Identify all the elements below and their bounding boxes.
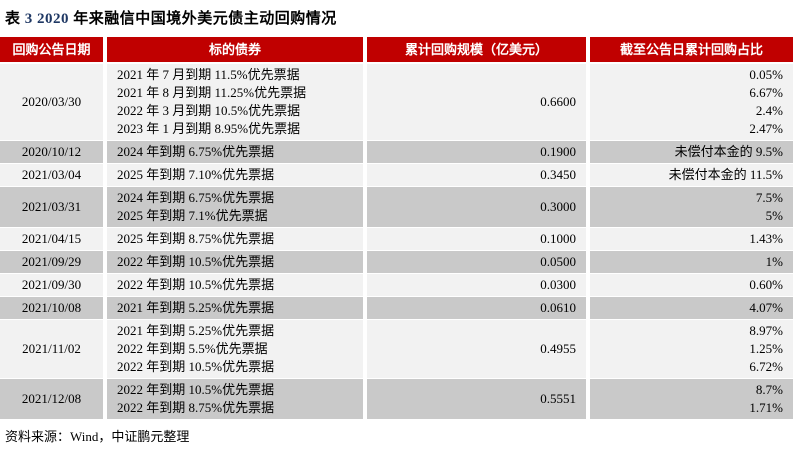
ratio-line: 未偿付本金的 11.5% — [668, 167, 783, 182]
target-bonds: 2022 年到期 10.5%优先票据 2022 年到期 8.75%优先票据 — [103, 378, 367, 420]
repurchase-scale: 0.1900 — [363, 140, 590, 164]
bond-line: 2023 年 1 月到期 8.95%优先票据 — [117, 121, 301, 136]
ratio-line: 6.72% — [749, 359, 783, 374]
announcement-date: 2021/03/31 — [0, 186, 107, 228]
repurchase-scale: 0.3450 — [363, 163, 590, 187]
table-row: 2021/09/29 2022 年到期 10.5%优先票据 0.0500 1% — [0, 250, 793, 274]
table-row: 2020/03/30 2021 年 7 月到期 11.5%优先票据 2021 年 8… — [0, 62, 793, 141]
repurchase-ratio: 未偿付本金的 9.5% — [586, 140, 793, 164]
repurchase-table: 回购公告日期 标的债券 累计回购规模（亿美元） 截至公告日累计回购占比 2020/03… — [0, 36, 793, 420]
table-row: 2020/10/12 2024 年到期 6.75%优先票据 0.1900 未偿付本金的… — [0, 140, 793, 164]
announcement-date: 2020/10/12 — [0, 140, 107, 164]
target-bonds: 2025 年到期 8.75%优先票据 — [103, 227, 367, 251]
table-row: 2021/03/04 2025 年到期 7.10%优先票据 0.3450 未偿付本金的… — [0, 163, 793, 187]
bond-line: 2022 年 3 月到期 10.5%优先票据 — [117, 103, 301, 118]
table-header-row: 回购公告日期 标的债券 累计回购规模（亿美元） 截至公告日累计回购占比 — [0, 36, 793, 64]
ratio-line: 2.47% — [749, 121, 783, 136]
table-row: 2021/04/15 2025 年到期 8.75%优先票据 0.1000 1.43% — [0, 227, 793, 251]
bond-line: 2024 年到期 6.75%优先票据 — [117, 144, 275, 159]
repurchase-ratio: 0.60% — [586, 273, 793, 297]
bond-line: 2024 年到期 6.75%优先票据 — [117, 190, 275, 205]
target-bonds: 2021 年到期 5.25%优先票据 — [103, 296, 367, 320]
data-source-note: 资料来源：Wind，中证鹏元整理 — [5, 429, 190, 444]
repurchase-scale: 0.0500 — [363, 250, 590, 274]
ratio-line: 7.5% — [755, 190, 783, 205]
announcement-date: 2021/12/08 — [0, 378, 107, 420]
table-row: 2021/11/02 2021 年到期 5.25%优先票据 2022 年到期 5.5… — [0, 319, 793, 379]
ratio-line: 1.71% — [749, 400, 783, 415]
table-title-number: 3 2020 — [24, 11, 74, 27]
repurchase-scale: 0.6600 — [363, 62, 590, 141]
column-header: 截至公告日累计回购占比 — [586, 36, 793, 64]
target-bonds: 2024 年到期 6.75%优先票据 2025 年到期 7.1%优先票据 — [103, 186, 367, 228]
announcement-date: 2021/09/29 — [0, 250, 107, 274]
column-header: 累计回购规模（亿美元） — [363, 36, 590, 64]
repurchase-ratio: 1.43% — [586, 227, 793, 251]
ratio-line: 8.97% — [749, 323, 783, 338]
ratio-line: 0.60% — [749, 277, 783, 292]
ratio-line: 2.4% — [755, 103, 783, 118]
target-bonds: 2025 年到期 7.10%优先票据 — [103, 163, 367, 187]
column-header: 标的债券 — [103, 36, 367, 64]
bond-line: 2022 年到期 10.5%优先票据 — [117, 382, 275, 397]
table-title: 表 3 2020 年来融信中国境外美元债主动回购情况 — [0, 6, 793, 36]
target-bonds: 2022 年到期 10.5%优先票据 — [103, 250, 367, 274]
bond-line: 2022 年到期 10.5%优先票据 — [117, 359, 275, 374]
target-bonds: 2022 年到期 10.5%优先票据 — [103, 273, 367, 297]
bond-line: 2021 年到期 5.25%优先票据 — [117, 300, 275, 315]
bond-line: 2025 年到期 7.10%优先票据 — [117, 167, 275, 182]
announcement-date: 2021/11/02 — [0, 319, 107, 379]
bond-line: 2025 年到期 8.75%优先票据 — [117, 231, 275, 246]
repurchase-ratio: 4.07% — [586, 296, 793, 320]
ratio-line: 1% — [765, 254, 783, 269]
target-bonds: 2021 年到期 5.25%优先票据 2022 年到期 5.5%优先票据 2022 … — [103, 319, 367, 379]
table-title-label: 表 — [5, 11, 25, 27]
target-bonds: 2021 年 7 月到期 11.5%优先票据 2021 年 8 月到期 11.25… — [103, 62, 367, 141]
repurchase-ratio: 7.5% 5% — [586, 186, 793, 228]
announcement-date: 2021/10/08 — [0, 296, 107, 320]
repurchase-ratio: 0.05% 6.67% 2.4% 2.47% — [586, 62, 793, 141]
repurchase-scale: 0.0610 — [363, 296, 590, 320]
column-header: 回购公告日期 — [0, 36, 107, 64]
table-row: 2021/03/31 2024 年到期 6.75%优先票据 2025 年到期 7.1… — [0, 186, 793, 228]
repurchase-scale: 0.0300 — [363, 273, 590, 297]
repurchase-ratio: 8.7% 1.71% — [586, 378, 793, 420]
bond-line: 2022 年到期 5.5%优先票据 — [117, 341, 268, 356]
bond-line: 2021 年 8 月到期 11.25%优先票据 — [117, 85, 307, 100]
target-bonds: 2024 年到期 6.75%优先票据 — [103, 140, 367, 164]
ratio-line: 1.43% — [749, 231, 783, 246]
bond-line: 2021 年 7 月到期 11.5%优先票据 — [117, 67, 300, 82]
repurchase-scale: 0.4955 — [363, 319, 590, 379]
repurchase-ratio: 1% — [586, 250, 793, 274]
bond-line: 2022 年到期 10.5%优先票据 — [117, 277, 275, 292]
table-row: 2021/09/30 2022 年到期 10.5%优先票据 0.0300 0.60% — [0, 273, 793, 297]
table-title-text: 年来融信中国境外美元债主动回购情况 — [73, 11, 337, 27]
bond-line: 2022 年到期 8.75%优先票据 — [117, 400, 275, 415]
repurchase-ratio: 8.97% 1.25% 6.72% — [586, 319, 793, 379]
announcement-date: 2021/09/30 — [0, 273, 107, 297]
repurchase-scale: 0.5551 — [363, 378, 590, 420]
ratio-line: 6.67% — [749, 85, 783, 100]
ratio-line: 0.05% — [749, 67, 783, 82]
bond-line: 2022 年到期 10.5%优先票据 — [117, 254, 275, 269]
repurchase-ratio: 未偿付本金的 11.5% — [586, 163, 793, 187]
table-body: 2020/03/30 2021 年 7 月到期 11.5%优先票据 2021 年 8… — [0, 62, 793, 420]
repurchase-scale: 0.3000 — [363, 186, 590, 228]
ratio-line: 未偿付本金的 9.5% — [674, 144, 783, 159]
table-row: 2021/12/08 2022 年到期 10.5%优先票据 2022 年到期 8.7… — [0, 378, 793, 420]
repurchase-scale: 0.1000 — [363, 227, 590, 251]
bond-line: 2021 年到期 5.25%优先票据 — [117, 323, 275, 338]
table-row: 2021/10/08 2021 年到期 5.25%优先票据 0.0610 4.07% — [0, 296, 793, 320]
announcement-date: 2020/03/30 — [0, 62, 107, 141]
announcement-date: 2021/03/04 — [0, 163, 107, 187]
ratio-line: 4.07% — [749, 300, 783, 315]
ratio-line: 8.7% — [755, 382, 783, 397]
ratio-line: 5% — [765, 208, 783, 223]
ratio-line: 1.25% — [749, 341, 783, 356]
announcement-date: 2021/04/15 — [0, 227, 107, 251]
bond-line: 2025 年到期 7.1%优先票据 — [117, 208, 268, 223]
